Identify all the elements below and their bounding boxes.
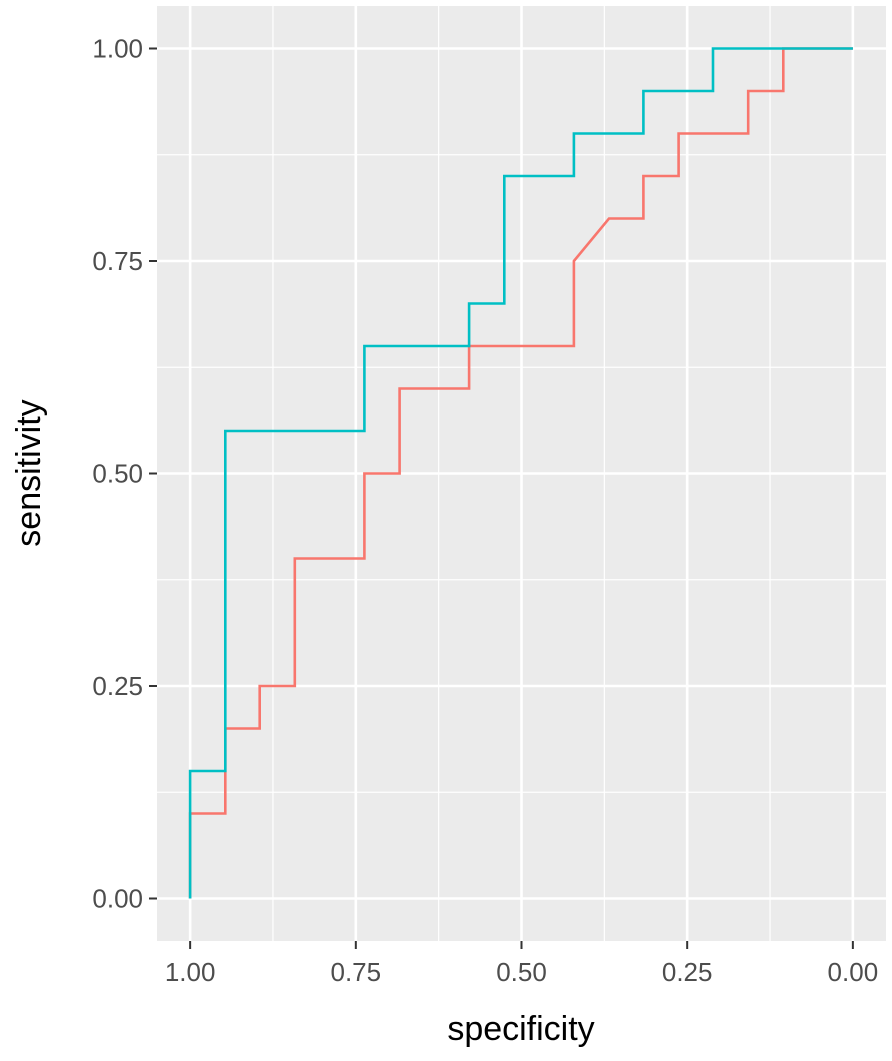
x-axis-title: specificity	[447, 1010, 594, 1048]
x-tick-label: 0.25	[662, 957, 713, 987]
axis-ticks: 1.00 0.75 0.50 0.25 0.00 0.00 0.25 0.50 0.75 1.00	[92, 34, 878, 988]
roc-curve-1	[188, 47, 853, 899]
x-tick-label: 0.75	[331, 957, 382, 987]
x-tick-label: 1.00	[165, 957, 216, 987]
y-tick-label: 0.00	[92, 884, 143, 914]
roc-curve-2	[188, 47, 853, 899]
major-gridlines	[157, 6, 886, 941]
x-tick-label: 0.50	[496, 957, 547, 987]
y-axis-title: sensitivity	[10, 399, 48, 546]
y-tick-label: 0.75	[92, 246, 143, 276]
y-tick-label: 1.00	[92, 34, 143, 64]
y-tick-label: 0.25	[92, 671, 143, 701]
y-tick-label: 0.50	[92, 459, 143, 489]
x-tick-label: 0.00	[828, 957, 879, 987]
series-layer	[188, 47, 853, 899]
